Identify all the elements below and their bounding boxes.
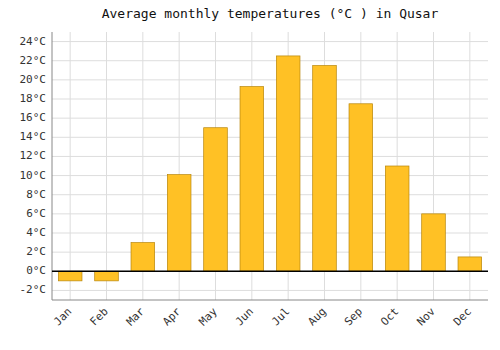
x-grid-line xyxy=(70,32,71,300)
y-tick-label: 18°C xyxy=(20,92,47,105)
x-tick-label: May xyxy=(196,305,220,329)
bar xyxy=(458,257,482,271)
x-tick-label: Sep xyxy=(342,305,365,328)
y-tick-label: 4°C xyxy=(26,226,46,239)
bar xyxy=(131,243,155,272)
bar xyxy=(240,87,264,272)
y-tick-label: 10°C xyxy=(20,169,47,182)
y-grid-line xyxy=(52,290,488,291)
y-tick-label: 22°C xyxy=(20,54,47,67)
y-grid-line xyxy=(52,194,488,195)
chart-container: -2°C 0°C 2°C 4°C 6°C 8°C 10°C 12°C 14°C 16°C 18°C 2… xyxy=(0,0,500,350)
x-tick-label: Mar xyxy=(124,305,148,329)
y-tick-label: 6°C xyxy=(26,207,46,220)
y-axis-line xyxy=(52,32,53,300)
y-tick-label: 8°C xyxy=(26,188,46,201)
bar xyxy=(422,214,446,271)
y-tick-label: 20°C xyxy=(20,73,47,86)
y-grid-line xyxy=(52,41,488,42)
bars xyxy=(58,56,481,281)
y-tick-label: 16°C xyxy=(20,111,47,124)
bar xyxy=(204,128,228,272)
bar xyxy=(58,271,82,281)
x-tick-label: Jul xyxy=(269,305,292,328)
bar xyxy=(349,104,373,272)
y-grid-line xyxy=(52,79,488,80)
y-grid-line xyxy=(52,137,488,138)
y-grid-line xyxy=(52,156,488,157)
y-grid-line xyxy=(52,60,488,61)
y-tick-label: 12°C xyxy=(20,149,47,162)
bar xyxy=(385,166,409,271)
y-tick-label: 14°C xyxy=(20,130,47,143)
x-grid-line xyxy=(106,32,107,300)
y-grid-line xyxy=(52,118,488,119)
bar xyxy=(95,271,119,281)
x-tick-label: Nov xyxy=(414,305,438,329)
x-tick-label: Dec xyxy=(451,305,474,328)
x-tick-label: Jun xyxy=(233,305,256,328)
x-tick-label: Feb xyxy=(87,305,110,328)
bar xyxy=(167,175,191,272)
x-tick-label: Oct xyxy=(378,305,401,328)
chart: -2°C 0°C 2°C 4°C 6°C 8°C 10°C 12°C 14°C 16°C 18°C 2… xyxy=(0,0,500,350)
title: Average monthly temperatures (°C ) in Qu… xyxy=(102,6,439,21)
zero-line xyxy=(52,271,488,273)
x-tick-label: Jan xyxy=(51,305,74,328)
y-tick-label: 0°C xyxy=(26,264,46,277)
y-tick-label: -2°C xyxy=(20,283,47,296)
x-tick-label: Aug xyxy=(305,305,328,328)
y-grid-line xyxy=(52,99,488,100)
bar xyxy=(276,56,300,271)
y-grid-line xyxy=(52,175,488,176)
x-axis-line xyxy=(52,300,488,301)
y-grid-line xyxy=(52,271,488,272)
y-tick-label: 2°C xyxy=(26,245,46,258)
grid xyxy=(52,32,488,300)
bar xyxy=(313,66,337,272)
x-tick-label: Apr xyxy=(160,305,184,329)
y-tick-label: 24°C xyxy=(20,35,47,48)
